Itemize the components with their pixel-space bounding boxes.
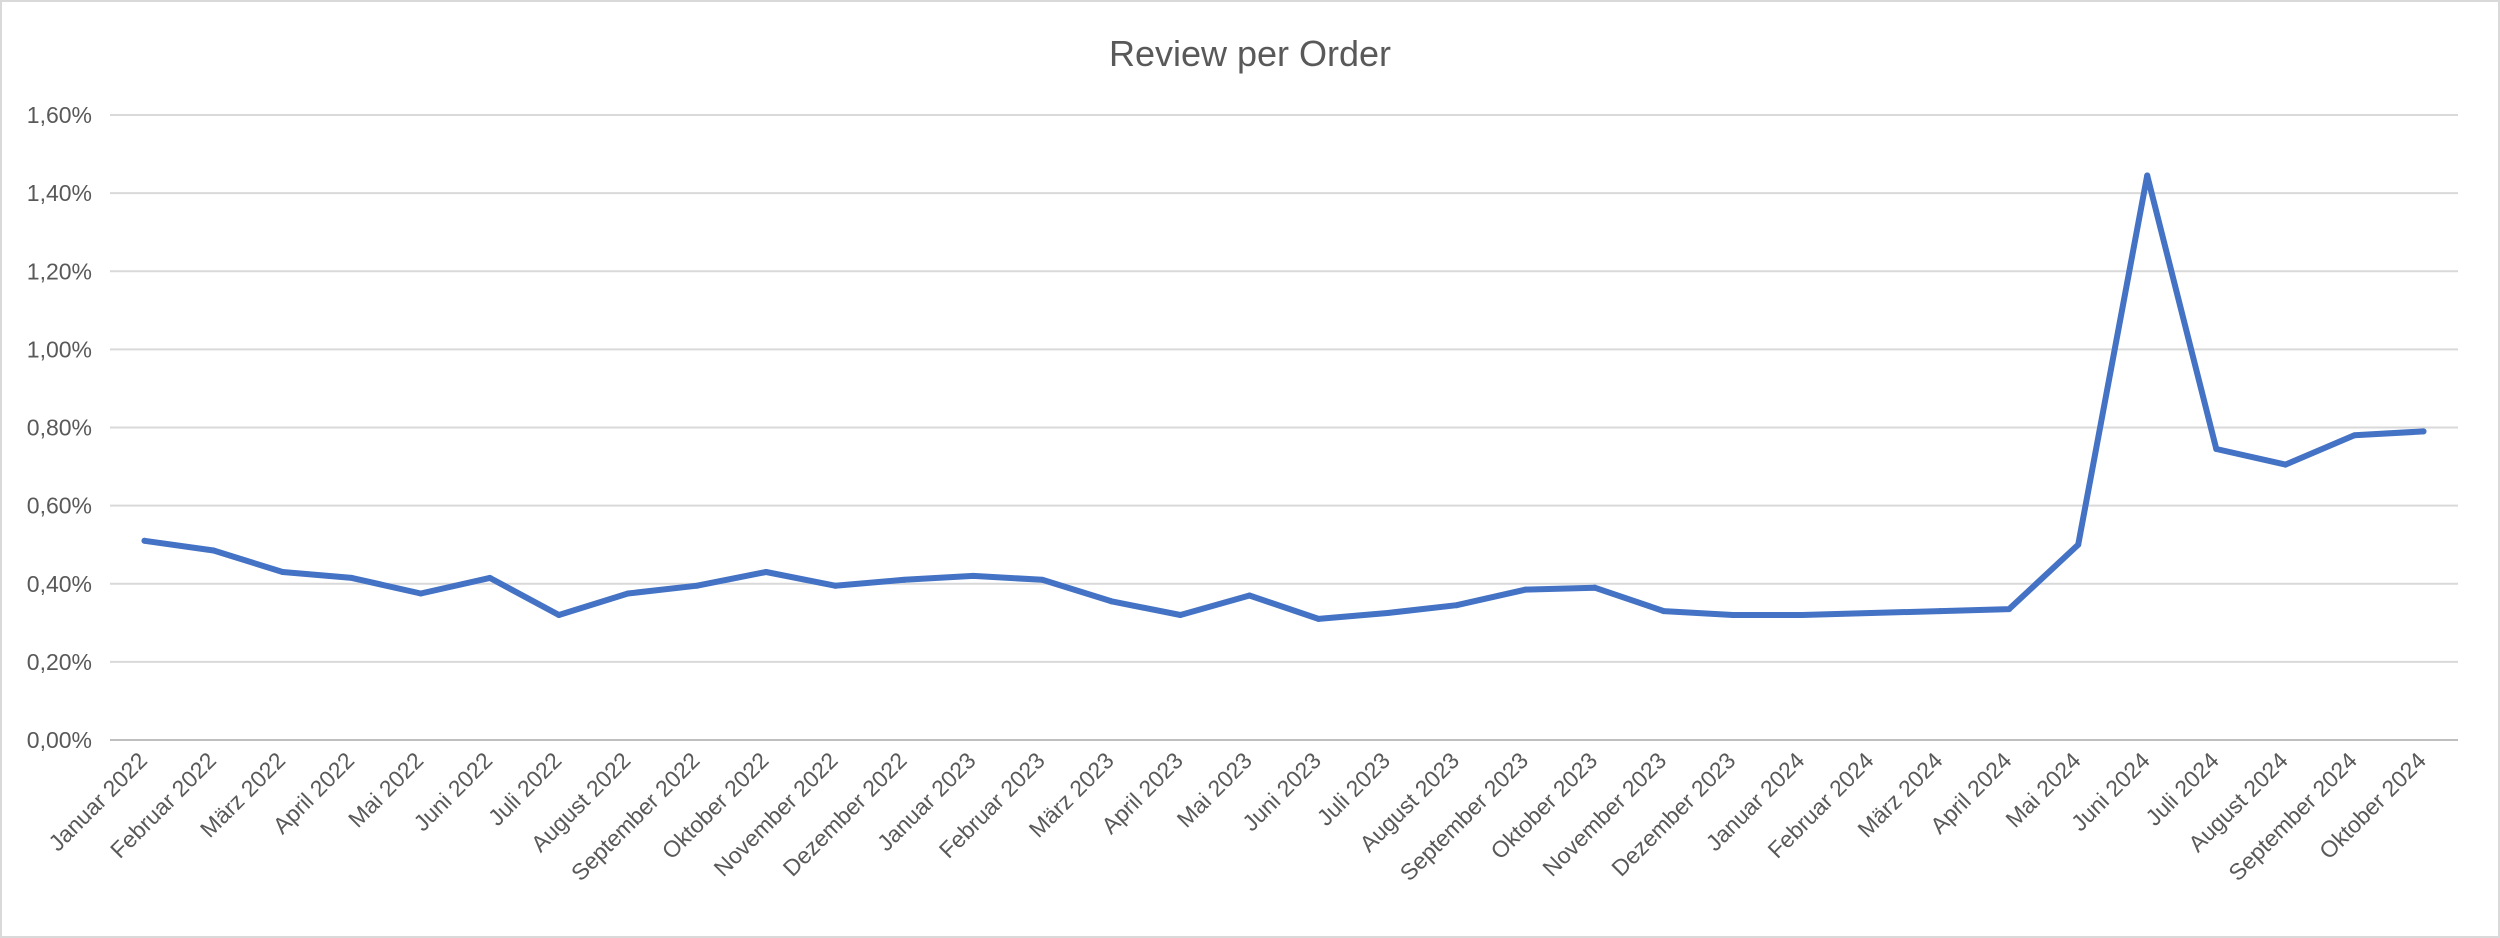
data-point: [348, 574, 355, 581]
y-tick-label: 1,40%: [27, 180, 92, 206]
data-point: [1591, 584, 1598, 591]
data-point: [555, 612, 562, 618]
data-point: [1384, 610, 1391, 617]
x-tick-label: November 2023: [1537, 747, 1671, 881]
chart-title: Review per Order: [1109, 33, 1391, 74]
data-point: [970, 572, 977, 579]
data-point: [1108, 598, 1115, 605]
data-point: [763, 569, 770, 576]
series-layer: [141, 172, 2427, 622]
data-point: [1453, 602, 1460, 609]
data-point: [2420, 428, 2427, 435]
y-tick-label: 1,00%: [27, 336, 92, 362]
x-tick-label: November 2022: [709, 747, 843, 881]
data-point: [141, 537, 148, 544]
data-point: [1522, 586, 1529, 593]
data-point: [1798, 612, 1805, 618]
data-point: [1177, 612, 1184, 618]
x-tick-label: September 2023: [1395, 747, 1534, 886]
y-tick-label: 0,20%: [27, 649, 92, 675]
data-point: [694, 582, 700, 589]
data-point: [210, 547, 217, 554]
y-axis-tick-labels: 0,00% 0,20% 0,40% 0,60% 0,80% 1,00% 1,20% 1,40%…: [27, 102, 92, 753]
data-point: [901, 576, 908, 583]
y-tick-label: 0,40%: [27, 571, 92, 597]
data-point: [279, 569, 286, 576]
data-point: [624, 590, 631, 597]
data-point: [2213, 445, 2220, 452]
data-point: [2351, 432, 2358, 439]
x-tick-label: Dezember 2023: [1606, 747, 1740, 881]
y-tick-label: 0,00%: [27, 727, 92, 753]
x-tick-label: Dezember 2022: [778, 747, 912, 881]
x-tick-label: September 2022: [566, 747, 705, 886]
data-point: [1039, 576, 1046, 583]
y-tick-label: 1,60%: [27, 102, 92, 128]
data-point: [1729, 612, 1736, 618]
data-point: [1937, 608, 1944, 615]
y-tick-label: 0,80%: [27, 415, 92, 441]
y-tick-label: 0,60%: [27, 493, 92, 519]
data-point: [1868, 610, 1874, 617]
data-point: [2282, 461, 2289, 468]
series-line: [141, 172, 2427, 622]
data-point: [832, 582, 839, 589]
data-point: [486, 574, 493, 581]
data-point: [417, 590, 424, 597]
data-point: [2144, 172, 2151, 179]
data-point: [1315, 615, 1322, 622]
data-point: [1660, 608, 1667, 615]
data-point: [2075, 541, 2082, 548]
data-point: [2006, 606, 2013, 613]
y-tick-label: 1,20%: [27, 258, 92, 284]
x-tick-label: September 2024: [2223, 747, 2362, 886]
data-point: [1246, 592, 1253, 599]
gridlines: [110, 114, 2458, 741]
